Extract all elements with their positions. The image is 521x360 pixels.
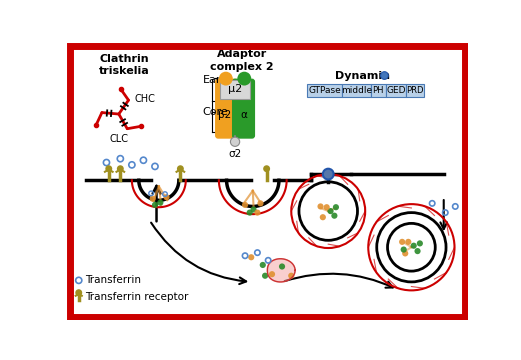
Text: β2: β2 bbox=[218, 110, 232, 120]
Circle shape bbox=[399, 239, 405, 245]
Circle shape bbox=[415, 248, 420, 254]
Circle shape bbox=[317, 203, 324, 210]
Circle shape bbox=[238, 72, 251, 86]
Bar bbox=[406, 84, 425, 97]
Circle shape bbox=[251, 206, 257, 213]
Bar bbox=[342, 84, 370, 97]
Circle shape bbox=[411, 243, 417, 249]
FancyBboxPatch shape bbox=[232, 78, 255, 139]
Circle shape bbox=[405, 239, 412, 245]
Text: PRD: PRD bbox=[406, 86, 424, 95]
Circle shape bbox=[417, 240, 423, 247]
Circle shape bbox=[323, 169, 333, 180]
Circle shape bbox=[380, 72, 388, 80]
Circle shape bbox=[177, 165, 184, 172]
Bar bbox=[307, 84, 342, 97]
Circle shape bbox=[254, 210, 260, 216]
Bar bbox=[370, 84, 386, 97]
Bar bbox=[220, 80, 250, 99]
Text: CHC: CHC bbox=[134, 94, 155, 104]
Circle shape bbox=[246, 210, 253, 216]
Circle shape bbox=[230, 137, 240, 147]
Circle shape bbox=[257, 200, 264, 206]
Circle shape bbox=[150, 195, 156, 202]
Circle shape bbox=[263, 165, 270, 172]
Bar bbox=[386, 84, 406, 97]
Text: Core: Core bbox=[203, 108, 229, 117]
Text: Clathrin
triskelia: Clathrin triskelia bbox=[99, 54, 150, 76]
Circle shape bbox=[219, 72, 233, 86]
Circle shape bbox=[328, 208, 333, 214]
Circle shape bbox=[262, 273, 268, 279]
Circle shape bbox=[152, 202, 158, 208]
Circle shape bbox=[402, 250, 408, 256]
Text: Adaptor
complex 2: Adaptor complex 2 bbox=[210, 49, 274, 72]
Text: middle: middle bbox=[341, 86, 372, 95]
Circle shape bbox=[105, 165, 112, 172]
Circle shape bbox=[320, 214, 326, 220]
Circle shape bbox=[279, 264, 285, 270]
Circle shape bbox=[288, 273, 294, 279]
Circle shape bbox=[324, 204, 330, 210]
Circle shape bbox=[401, 247, 407, 253]
Text: GED: GED bbox=[386, 86, 406, 95]
Circle shape bbox=[269, 271, 275, 277]
Polygon shape bbox=[267, 259, 295, 282]
Circle shape bbox=[242, 202, 248, 208]
FancyBboxPatch shape bbox=[215, 78, 238, 139]
Circle shape bbox=[331, 213, 338, 219]
Text: GTPase: GTPase bbox=[308, 86, 341, 95]
Text: PH: PH bbox=[373, 86, 384, 95]
Text: Dynamin: Dynamin bbox=[336, 71, 390, 81]
Circle shape bbox=[157, 199, 164, 206]
Text: Transferrin receptor: Transferrin receptor bbox=[85, 292, 188, 302]
Circle shape bbox=[248, 254, 254, 260]
Circle shape bbox=[259, 262, 266, 268]
Circle shape bbox=[164, 194, 170, 200]
Text: Transferrin: Transferrin bbox=[85, 275, 141, 285]
Text: μ2: μ2 bbox=[228, 84, 242, 94]
Text: α: α bbox=[241, 110, 247, 120]
Circle shape bbox=[75, 289, 82, 296]
Text: CLC: CLC bbox=[109, 134, 128, 144]
Circle shape bbox=[333, 204, 339, 210]
Circle shape bbox=[117, 165, 124, 172]
Text: σ2: σ2 bbox=[228, 149, 242, 159]
Text: Ear: Ear bbox=[203, 75, 221, 85]
